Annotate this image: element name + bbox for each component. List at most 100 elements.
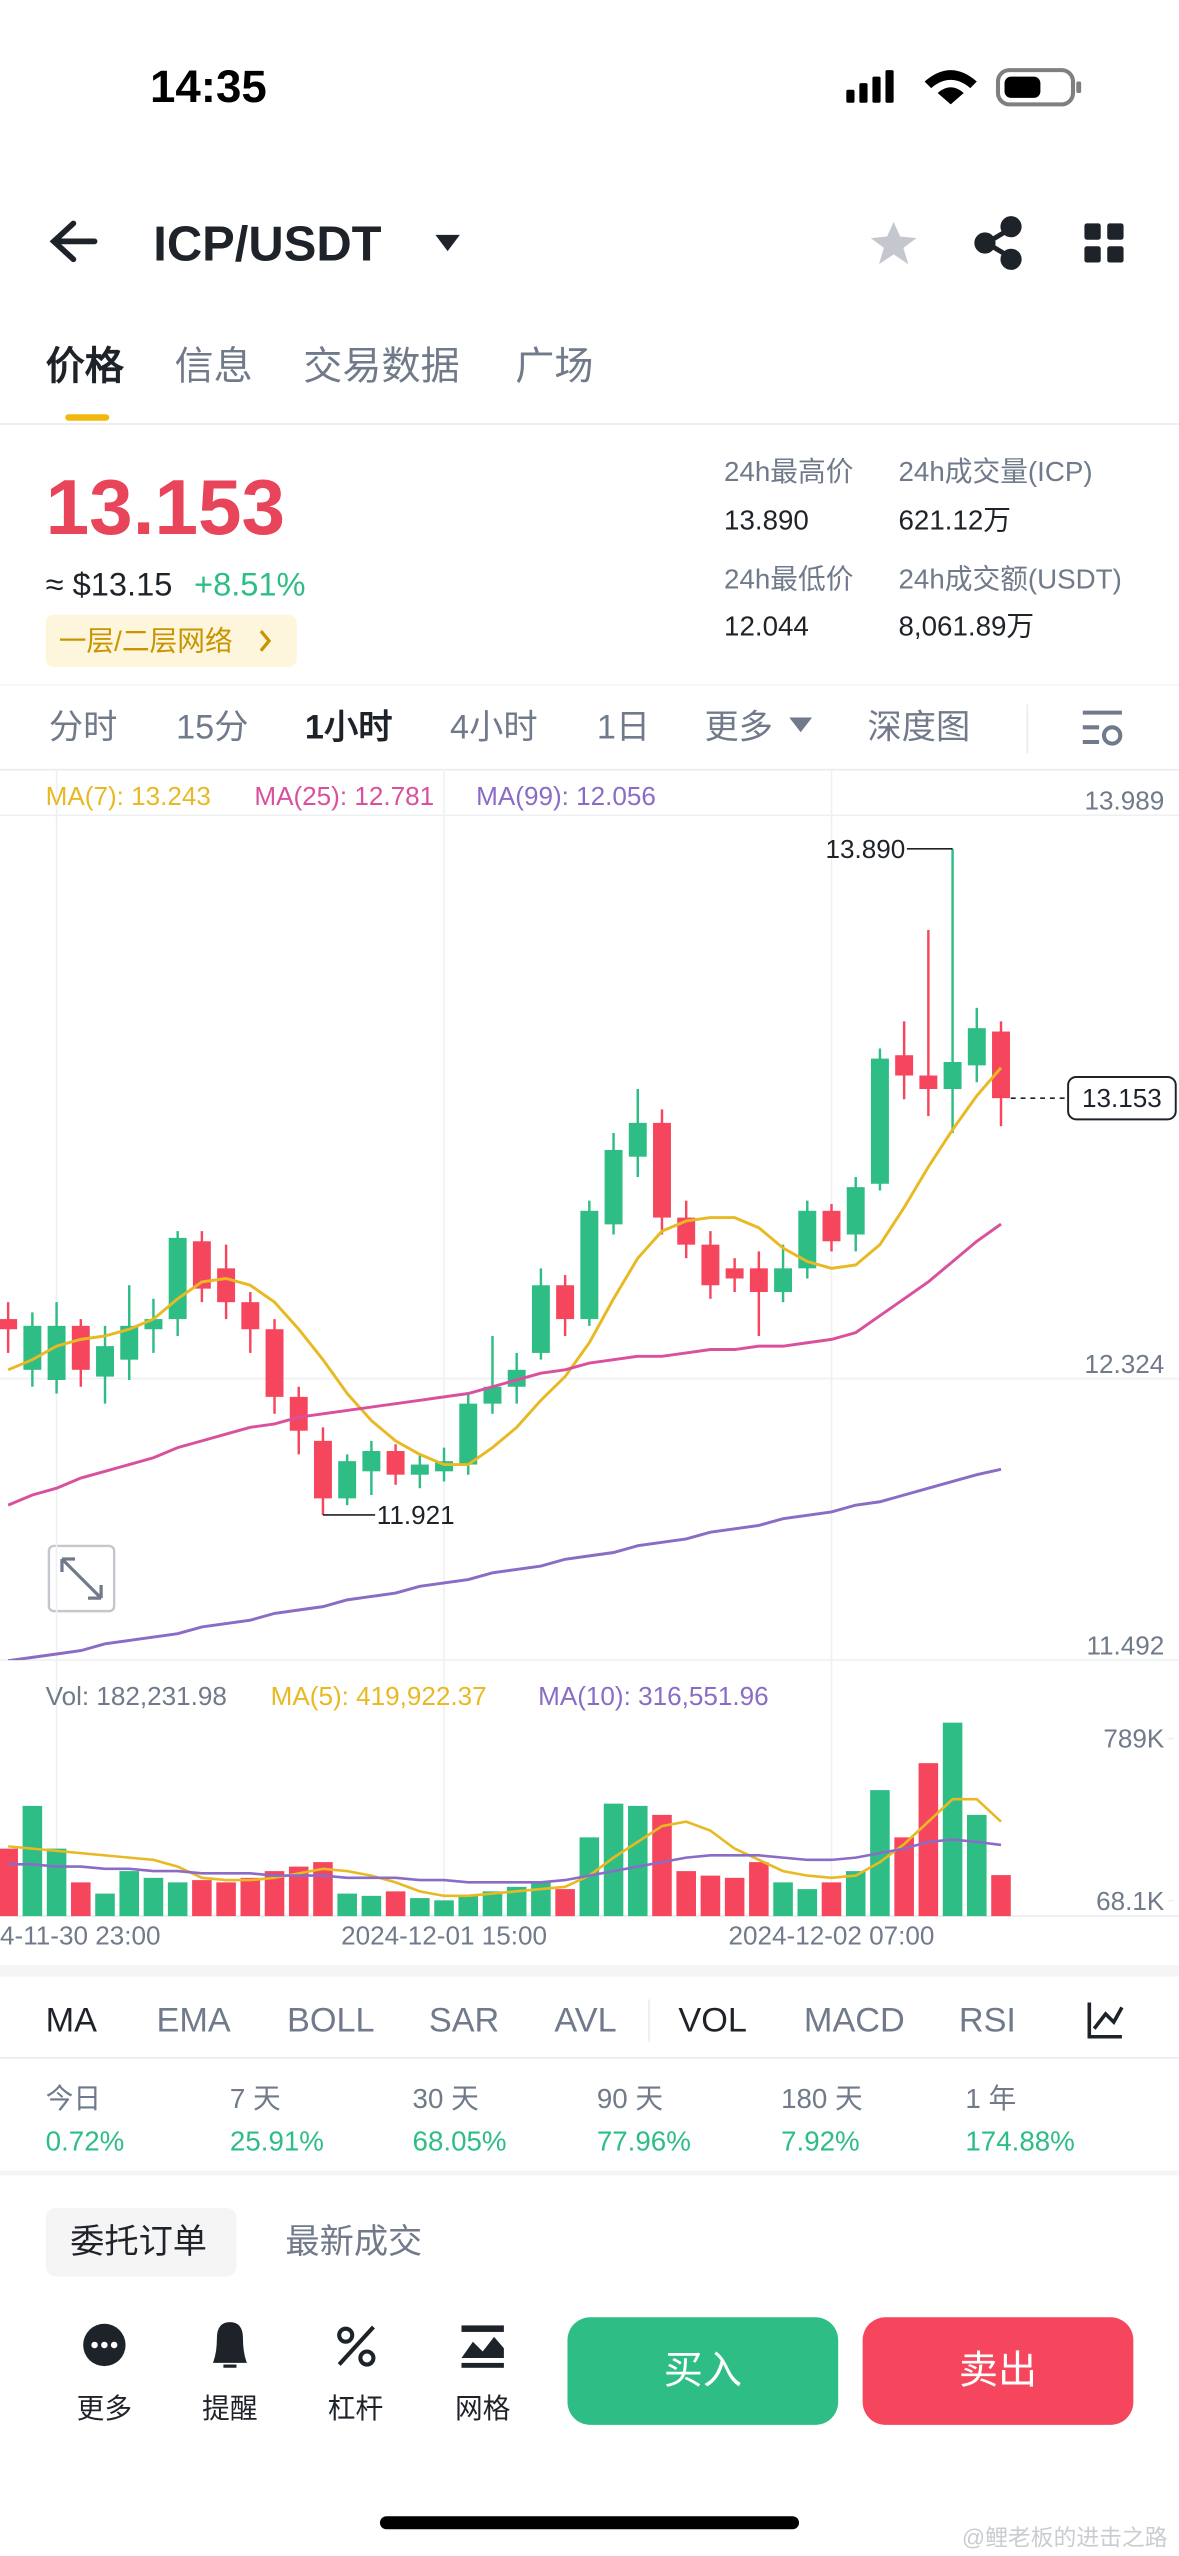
tab[interactable]: 价格 <box>46 345 125 388</box>
period-label: 30 天 <box>413 2083 479 2114</box>
interval[interactable]: 4小时 <box>450 708 538 746</box>
indicator[interactable]: EMA <box>157 2001 231 2039</box>
y-tick-label: 789K <box>1103 1724 1165 1754</box>
candle-body <box>653 1122 671 1218</box>
status-time: 14:35 <box>150 61 267 112</box>
sell-button[interactable] <box>862 2317 1134 2425</box>
order-tab-active[interactable] <box>45 2207 237 2277</box>
toolbar-label[interactable]: 杠杆 <box>328 2393 383 2424</box>
candle-body <box>313 1440 332 1499</box>
volume-bar <box>700 1875 721 1917</box>
tab[interactable]: 广场 <box>515 345 593 388</box>
expand-button[interactable] <box>47 1544 116 1613</box>
margin-icon[interactable] <box>337 2325 376 2367</box>
period-label: 今日 <box>46 2083 101 2114</box>
volume-bar <box>797 1889 818 1917</box>
volume-bar <box>95 1893 115 1917</box>
alert-icon[interactable] <box>212 2322 247 2368</box>
indicator[interactable]: MA <box>46 2001 98 2039</box>
volume-bar <box>506 1886 527 1917</box>
volume-bar <box>361 1895 382 1917</box>
volume-bar <box>991 1875 1011 1917</box>
favorite-star[interactable] <box>870 221 917 265</box>
price-change: +8.51% <box>194 565 306 602</box>
candle-body <box>822 1210 841 1242</box>
interval[interactable]: 深度图 <box>868 708 971 746</box>
last-price-tag <box>1067 1076 1177 1121</box>
divider <box>0 2170 1179 2176</box>
period-label: 90 天 <box>597 2083 663 2114</box>
volume-bar <box>918 1763 939 1917</box>
y-tick-label: 12.324 <box>1085 1349 1165 1379</box>
vol-ma-line <box>8 1838 1002 1884</box>
indicator-settings[interactable] <box>1087 2002 1124 2039</box>
more-dropdown[interactable] <box>789 717 813 733</box>
volume-bar <box>434 1900 454 1917</box>
toolbar-label[interactable]: 更多 <box>77 2393 132 2424</box>
ma-legend: MA(7): 13.243 <box>46 781 211 811</box>
pair-title[interactable]: ICP/USDT <box>153 218 381 272</box>
indicator[interactable]: MACD <box>804 2001 905 2039</box>
toolbar-label[interactable]: 提醒 <box>202 2393 257 2424</box>
volume-bar <box>676 1871 696 1917</box>
volume-bar <box>0 1848 18 1917</box>
buy-label[interactable]: 买入 <box>664 2350 742 2393</box>
chart-settings[interactable] <box>1082 710 1123 746</box>
sell-label[interactable]: 卖出 <box>959 2350 1037 2393</box>
candle-body <box>798 1210 817 1269</box>
stat-value: 8,061.89万 <box>899 611 1035 642</box>
indicator[interactable]: RSI <box>959 2001 1016 2039</box>
stat-value: 621.12万 <box>899 505 1011 536</box>
interval[interactable]: 分时 <box>49 708 117 746</box>
candle-body <box>192 1241 211 1289</box>
layout-button[interactable] <box>1084 223 1124 263</box>
indicator[interactable]: VOL <box>678 2001 747 2039</box>
period-label: 7 天 <box>230 2083 281 2114</box>
volume-bar <box>216 1882 236 1917</box>
order-tab[interactable]: 最新成交 <box>285 2223 422 2261</box>
interval[interactable]: 1日 <box>597 708 650 746</box>
pair-dropdown[interactable] <box>435 234 460 252</box>
candle-body <box>96 1346 114 1377</box>
y-tick-label: 11.492 <box>1086 1630 1164 1660</box>
volume-bar <box>627 1805 648 1917</box>
indicator[interactable]: SAR <box>429 2001 499 2039</box>
candle-body <box>120 1325 139 1360</box>
indicator[interactable]: AVL <box>554 2001 616 2039</box>
ma-legend: MA(25): 12.781 <box>254 781 434 811</box>
interval[interactable]: 1小时 <box>305 708 393 746</box>
buy-button[interactable] <box>567 2317 839 2425</box>
volume-bar <box>652 1814 672 1917</box>
back-button[interactable] <box>49 220 98 263</box>
watermark: @鲤老板的进击之路 <box>962 2524 1168 2550</box>
interval[interactable]: 15分 <box>176 708 248 746</box>
grid-icon[interactable] <box>461 2325 504 2368</box>
interval[interactable]: 更多 <box>704 708 772 746</box>
stat-label: 24h最高价 <box>724 456 853 487</box>
share-button[interactable] <box>974 216 1022 270</box>
candle-body <box>919 1075 938 1090</box>
indicator[interactable]: BOLL <box>287 2001 375 2039</box>
candle-body <box>410 1464 429 1475</box>
period-change: 0.72% <box>46 2126 125 2157</box>
candle-body <box>992 1031 1010 1099</box>
toolbar-label[interactable]: 网格 <box>455 2393 511 2424</box>
more-icon[interactable] <box>83 2323 126 2367</box>
volume-bar <box>410 1898 430 1917</box>
volume-bar <box>288 1866 309 1917</box>
volume-bar <box>22 1805 43 1917</box>
candle-body <box>531 1285 550 1353</box>
tab-indicator <box>65 414 110 421</box>
candle-body <box>0 1319 18 1330</box>
volume-bar <box>603 1803 624 1917</box>
network-label[interactable]: 一层/二层网络 <box>59 625 233 656</box>
network-pill[interactable] <box>45 614 297 667</box>
volume-bar <box>942 1722 963 1917</box>
usd-price: ≈ $13.15 <box>46 565 173 602</box>
volume-bar <box>143 1877 164 1917</box>
order-tab[interactable]: 委托订单 <box>70 2223 207 2261</box>
tab[interactable]: 信息 <box>174 345 252 388</box>
stat-value: 12.044 <box>724 611 809 642</box>
candle-body <box>483 1386 502 1404</box>
tab[interactable]: 交易数据 <box>303 345 459 388</box>
